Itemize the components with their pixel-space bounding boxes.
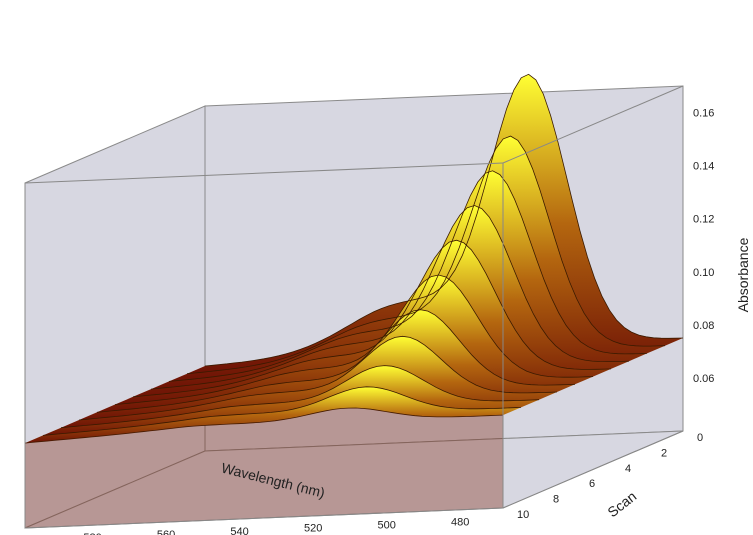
- surface-strip: [97, 275, 593, 413]
- scan-line: [186, 135, 666, 375]
- surface-strip: [79, 309, 575, 420]
- z-tick-label: 0.08: [693, 320, 714, 332]
- scan-line: [96, 309, 576, 413]
- z-tick-label: 0.10: [693, 267, 714, 279]
- x-tick-label: 580: [83, 532, 101, 535]
- y-tick-label: 6: [589, 478, 595, 490]
- scan-line: [24, 407, 504, 444]
- y-tick-label: 10: [517, 509, 529, 521]
- scan-line: [132, 239, 612, 398]
- y-tick-label: 2: [661, 447, 667, 459]
- x-tick-label: 560: [157, 529, 175, 535]
- surface-strip: [151, 170, 647, 390]
- scan-line: [60, 365, 540, 429]
- scan-line: [168, 170, 648, 382]
- z-tick-label: 0.06: [693, 373, 714, 385]
- scan-line: [78, 335, 558, 421]
- z-axis-title: Absorbance: [735, 237, 751, 312]
- y-axis-title: Scan: [604, 488, 639, 520]
- x-tick-label: 480: [451, 517, 469, 529]
- surface-strip: [187, 74, 683, 374]
- z-tick-label: 0.16: [693, 108, 714, 120]
- scan-line: [42, 386, 522, 436]
- y-tick-label: 4: [625, 463, 631, 475]
- surface-strips: [24, 73, 684, 528]
- surface-strip: [61, 336, 557, 428]
- surface-strip: [133, 205, 629, 397]
- surface-strip: [169, 136, 665, 382]
- y-tick-label: 0: [697, 432, 703, 444]
- surface-strip: [115, 240, 611, 405]
- x-tick-label: 520: [304, 523, 322, 535]
- surface-strip: [43, 365, 539, 436]
- x-tick-label: 500: [378, 520, 396, 532]
- z-tick-label: 0.14: [693, 161, 714, 173]
- plot-box-front-edges: [24, 85, 684, 529]
- y-tick-label: 8: [553, 494, 559, 506]
- scan-line: [150, 205, 630, 390]
- z-tick-label: 0.12: [693, 214, 714, 226]
- surface-strip: [25, 386, 521, 444]
- scan-line: [204, 73, 684, 367]
- x-tick-label: 540: [230, 526, 248, 535]
- scan-line: [114, 274, 594, 405]
- axis-ticks: 60058056054052050048002468100.060.080.10…: [83, 108, 714, 535]
